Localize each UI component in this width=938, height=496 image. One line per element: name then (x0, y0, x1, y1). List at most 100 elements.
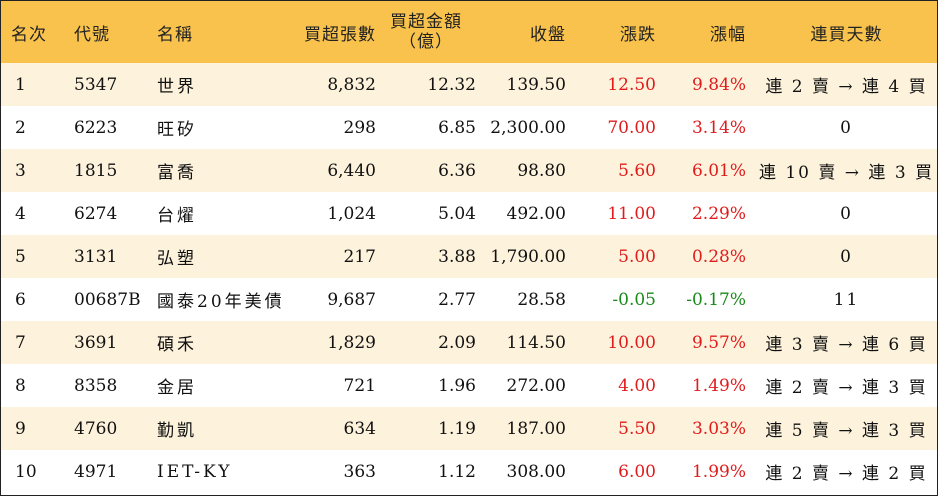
header-rank: 名次 (11, 24, 47, 45)
buy-streak-cell: 0 (840, 246, 853, 267)
change-pct-cell: 0.28% (691, 246, 746, 267)
price-change-cell: 11.00 (607, 203, 656, 224)
rank-cell: 10 (15, 461, 37, 482)
rank-cell: 1 (15, 74, 26, 95)
stock-name-cell: 旺矽 (157, 120, 197, 140)
stock-name-cell: 勤凱 (157, 421, 197, 441)
stock-code-cell: 00687B (74, 289, 141, 310)
price-change-cell: -0.05 (612, 289, 656, 310)
stock-name-cell: 金居 (157, 378, 197, 398)
stock-name-cell: 世界 (157, 77, 197, 97)
table-row: 3 1815 富喬 6,440 6.36 98.80 5.60 6.01% 連 10 賣 → 連… (1, 149, 937, 192)
rank-cell: 5 (15, 246, 26, 267)
header-net-buy-amount: 買超金額 （億） (376, 1, 476, 63)
close-price-cell: 2,300.00 (490, 117, 566, 138)
stock-code-cell: 3691 (74, 332, 118, 353)
stock-name-cell: 台燿 (157, 206, 197, 226)
table-row: 8 8358 金居 721 1.96 272.00 4.00 1.49% 連 2 賣 → 連 3… (1, 364, 937, 407)
net-buy-amount-cell: 1.19 (438, 418, 476, 439)
buy-streak-cell: 連 2 賣 → 連 3 買 (765, 378, 928, 398)
change-pct-cell: 9.84% (691, 74, 746, 95)
buy-streak-cell: 連 2 賣 → 連 4 買 (765, 77, 928, 97)
table-row: 9 4760 勤凱 634 1.19 187.00 5.50 3.03% 連 5 賣 → 連 3… (1, 407, 937, 450)
price-change-cell: 5.00 (618, 246, 656, 267)
change-pct-cell: -0.17% (686, 289, 746, 310)
rank-cell: 4 (15, 203, 26, 224)
net-buy-amount-cell: 2.77 (438, 289, 476, 310)
close-price-cell: 98.80 (517, 160, 566, 181)
net-buy-amount-cell: 6.85 (438, 117, 476, 138)
header-net-buy-lots: 買超張數 (304, 24, 376, 45)
net-buy-amount-cell: 1.96 (438, 375, 476, 396)
stock-name-cell: 富喬 (157, 163, 197, 183)
stock-name-cell: 國泰20年美債 (157, 292, 285, 312)
net-buy-lots-cell: 363 (343, 461, 376, 482)
net-buy-lots-cell: 1,024 (327, 203, 376, 224)
header-change-pct: 漲幅 (710, 24, 746, 45)
net-buy-lots-cell: 1,829 (327, 332, 376, 353)
stock-name-cell: 碩禾 (157, 335, 197, 355)
net-buy-lots-cell: 6,440 (327, 160, 376, 181)
price-change-cell: 5.60 (618, 160, 656, 181)
net-buy-lots-cell: 217 (343, 246, 376, 267)
table-row: 4 6274 台燿 1,024 5.04 492.00 11.00 2.29% 0 (1, 192, 937, 235)
price-change-cell: 6.00 (618, 461, 656, 482)
price-change-cell: 5.50 (618, 418, 656, 439)
price-change-cell: 4.00 (618, 375, 656, 396)
stock-name-cell: 弘塑 (157, 249, 197, 269)
close-price-cell: 308.00 (506, 461, 566, 482)
header-change: 漲跌 (620, 24, 656, 45)
net-buy-amount-cell: 5.04 (438, 203, 476, 224)
change-pct-cell: 6.01% (691, 160, 746, 181)
close-price-cell: 28.58 (517, 289, 566, 310)
net-buy-amount-cell: 1.12 (438, 461, 476, 482)
close-price-cell: 187.00 (506, 418, 566, 439)
stock-code-cell: 4971 (74, 461, 118, 482)
price-change-cell: 70.00 (607, 117, 656, 138)
stock-code-cell: 6274 (74, 203, 118, 224)
rank-cell: 3 (15, 160, 26, 181)
stock-code-cell: 6223 (74, 117, 118, 138)
table-row: 7 3691 碩禾 1,829 2.09 114.50 10.00 9.57% 連 3 賣 → … (1, 321, 937, 364)
table-row: 10 4971 IET-KY 363 1.12 308.00 6.00 1.99% 連 2 賣 … (1, 450, 937, 493)
table-row: 1 5347 世界 8,832 12.32 139.50 12.50 9.84% 連 2 賣 →… (1, 63, 937, 106)
net-buy-amount-cell: 6.36 (438, 160, 476, 181)
net-buy-amount-cell: 3.88 (438, 246, 476, 267)
buy-streak-cell: 連 10 賣 → 連 3 買 (758, 163, 935, 183)
change-pct-cell: 1.99% (691, 461, 746, 482)
header-name: 名稱 (157, 24, 193, 45)
change-pct-cell: 3.14% (691, 117, 746, 138)
header-net-buy-amount-unit: （億） (399, 32, 453, 52)
header-code: 代號 (74, 24, 110, 45)
close-price-cell: 139.50 (506, 74, 566, 95)
table-header: 名次 代號 名稱 買超張數 買超金額 （億） 收盤 漲跌 漲幅 連買天數 (1, 1, 937, 63)
close-price-cell: 272.00 (506, 375, 566, 396)
net-buy-lots-cell: 298 (343, 117, 376, 138)
buy-streak-cell: 連 5 賣 → 連 3 買 (765, 421, 928, 441)
rank-cell: 2 (15, 117, 26, 138)
price-change-cell: 12.50 (607, 74, 656, 95)
change-pct-cell: 3.03% (691, 418, 746, 439)
net-buy-lots-cell: 721 (343, 375, 376, 396)
rank-cell: 8 (15, 375, 26, 396)
buy-streak-cell: 0 (840, 117, 853, 138)
close-price-cell: 114.50 (506, 332, 566, 353)
stock-code-cell: 1815 (74, 160, 118, 181)
change-pct-cell: 2.29% (691, 203, 746, 224)
rank-cell: 9 (15, 418, 26, 439)
stock-code-cell: 5347 (74, 74, 118, 95)
stock-name-cell: IET-KY (157, 461, 233, 482)
net-buy-amount-cell: 12.32 (427, 74, 476, 95)
net-buy-lots-cell: 634 (343, 418, 376, 439)
rank-cell: 6 (15, 289, 26, 310)
change-pct-cell: 9.57% (691, 332, 746, 353)
price-change-cell: 10.00 (607, 332, 656, 353)
change-pct-cell: 1.49% (691, 375, 746, 396)
close-price-cell: 1,790.00 (490, 246, 566, 267)
header-net-buy-amount-label: 買超金額 (390, 12, 462, 32)
net-buy-amount-cell: 2.09 (438, 332, 476, 353)
buy-streak-cell: 連 2 賣 → 連 2 買 (765, 464, 928, 484)
table-row: 6 00687B 國泰20年美債 9,687 2.77 28.58 -0.05 -0.17% 1… (1, 278, 937, 321)
rank-cell: 7 (15, 332, 26, 353)
